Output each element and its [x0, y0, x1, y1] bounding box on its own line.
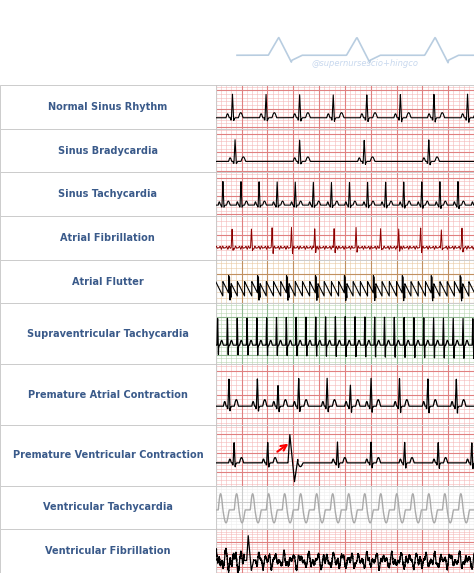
Bar: [216, 129, 474, 172]
Text: Normal Sinus Rhythm: Normal Sinus Rhythm: [48, 102, 167, 112]
Bar: [216, 303, 474, 364]
Bar: [216, 425, 474, 486]
Text: Sinus Tachycardia: Sinus Tachycardia: [58, 189, 157, 199]
Text: Ventricular Fibrillation: Ventricular Fibrillation: [45, 546, 171, 556]
Text: @supernursescio+hingco: @supernursescio+hingco: [311, 59, 419, 68]
Bar: [216, 216, 474, 260]
Text: Sinus Bradycardia: Sinus Bradycardia: [58, 146, 158, 155]
Bar: [216, 85, 474, 129]
Text: Premature Ventricular Contraction: Premature Ventricular Contraction: [12, 450, 203, 460]
Text: Supraventricular Tachycardia: Supraventricular Tachycardia: [27, 329, 189, 339]
Text: EKG Interpretation: EKG Interpretation: [97, 13, 377, 38]
Bar: [216, 486, 474, 529]
Text: Atrial Flutter: Atrial Flutter: [72, 277, 144, 286]
Text: Atrial Fibrillation: Atrial Fibrillation: [61, 233, 155, 243]
Bar: [216, 172, 474, 216]
Text: Ventricular Tachycardia: Ventricular Tachycardia: [43, 503, 173, 512]
Bar: [216, 364, 474, 425]
Text: Premature Atrial Contraction: Premature Atrial Contraction: [28, 390, 188, 399]
Bar: [216, 260, 474, 303]
Bar: [216, 529, 474, 573]
